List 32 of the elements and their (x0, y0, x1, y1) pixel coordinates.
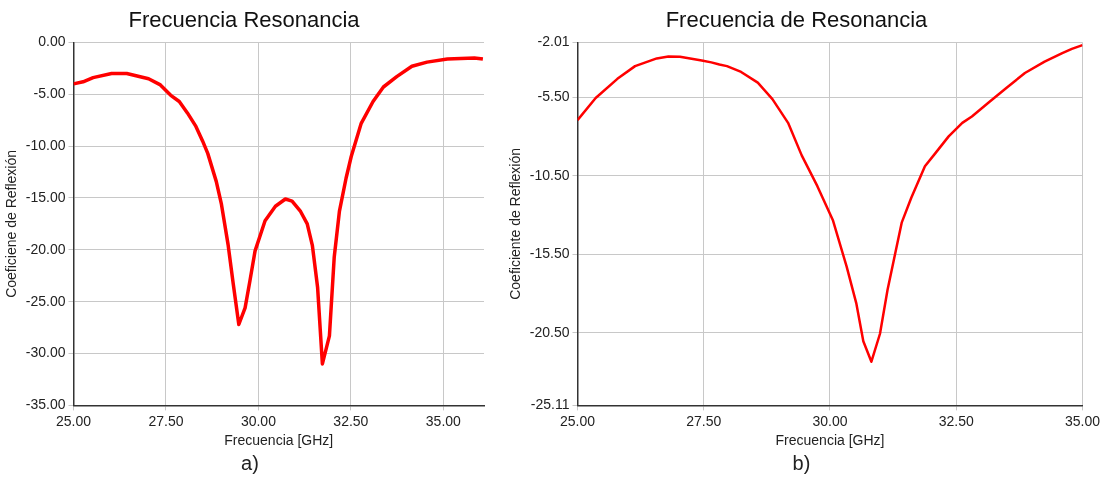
y-tick-label: -25.00 (25, 292, 66, 309)
x-tick-label: 25.00 (559, 412, 596, 429)
y-tick-label: 0.00 (38, 33, 66, 50)
y-tick-label: -5.50 (537, 88, 570, 105)
text: a) (240, 452, 260, 475)
x-axis-title: Frecuencia [GHz] (775, 432, 885, 449)
y-tick-label: -2.01 (537, 33, 570, 50)
y-axis-title: Coeficiente de Reflexión (507, 148, 524, 300)
y-tick-label: -25.11 (530, 396, 570, 413)
x-tick-label: 32.50 (333, 412, 369, 429)
text: b) (791, 452, 812, 475)
x-tick-label: 35.00 (425, 412, 462, 429)
x-tick-label: 30.00 (240, 412, 277, 429)
y-tick-label: -20.50 (529, 323, 570, 340)
x-axis-title: Frecuencia [GHz] (224, 432, 334, 449)
x-tick-label: 27.50 (686, 412, 722, 429)
chart-title: Frecuencia Resonancia (128, 7, 361, 33)
x-tick-label: 32.50 (938, 412, 974, 429)
y-tick-label: -35.00 (25, 396, 66, 413)
y-axis-title: Coeficiene de Reflexión (3, 149, 20, 298)
y-tick-label: -20.00 (25, 240, 66, 257)
y-tick-label: -5.00 (33, 85, 66, 102)
y-tick-label: -10.50 (529, 166, 570, 183)
y-tick-label: -15.50 (529, 245, 570, 262)
x-tick-label: 25.00 (55, 412, 92, 429)
y-tick-label: -15.00 (25, 188, 66, 205)
x-tick-label: 27.50 (148, 412, 184, 429)
x-tick-label: 30.00 (812, 412, 848, 429)
y-tick-label: -30.00 (25, 344, 66, 361)
y-tick-label: -10.00 (25, 136, 66, 153)
x-tick-label: 35.00 (1064, 412, 1101, 429)
chart-title: Frecuencia de Resonancia (665, 7, 929, 33)
